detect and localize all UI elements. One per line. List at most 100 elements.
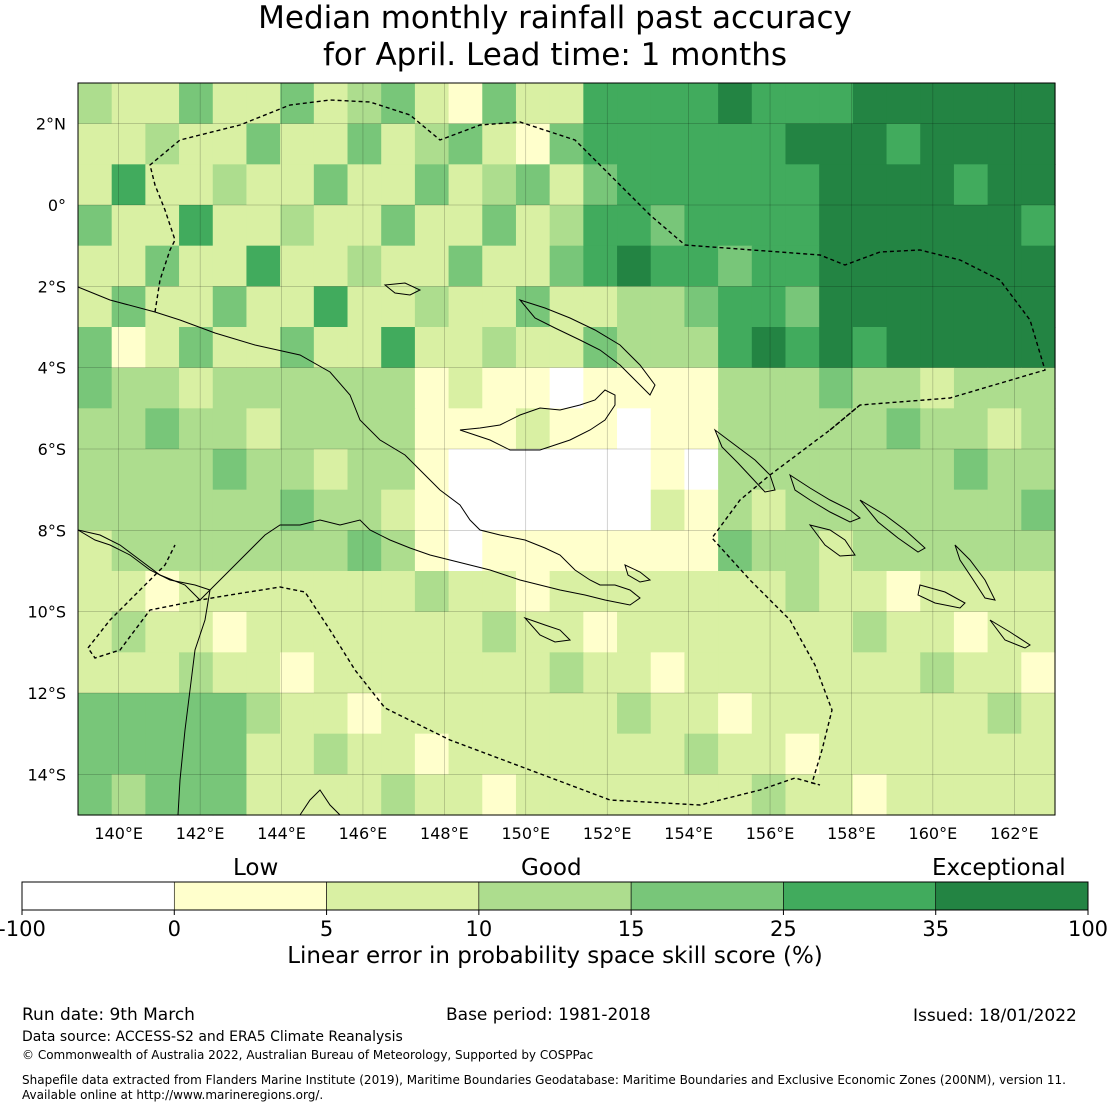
lat-tick-label: 10°S [27,603,66,622]
grid-cell [381,652,416,694]
grid-cell [819,245,854,287]
grid-cell [515,367,551,409]
grid-cell [549,774,584,816]
colorbar-bound-label: -100 [0,917,46,941]
colorbar-bound-label: 25 [770,917,797,941]
grid-cell [1021,327,1056,369]
grid-cell [381,245,416,287]
grid-cell [617,530,652,572]
grid-cell [751,367,787,409]
grid-cell [78,652,113,694]
grid-cell [987,408,1022,450]
grid-cell [583,286,618,328]
grid-cell [617,489,652,531]
grid-cell [515,408,551,450]
grid-cell [751,245,787,287]
grid-cell [78,733,113,775]
grid-cell [246,408,281,450]
grid-cell [280,489,315,531]
grid-cell [111,571,146,613]
grid-cell [515,733,551,775]
grid-cell [246,286,281,328]
grid-cell [381,489,416,531]
grid-cell [886,164,921,206]
grid-cell [515,245,551,287]
grid-cell [347,652,382,694]
grid-cell [313,123,349,165]
grid-cell [549,205,584,247]
grid-cell [819,733,854,775]
grid-cell [987,733,1022,775]
skill-score-grid [78,83,1056,816]
grid-cell [583,408,618,450]
grid-cell [179,164,214,206]
lon-tick-label: 156°E [746,824,795,843]
grid-cell [718,449,753,491]
colorbar-swatch [326,881,480,911]
grid-cell [920,327,955,369]
lon-tick-label: 150°E [501,824,550,843]
grid-cell [515,693,551,735]
grid-cell [111,652,146,694]
lon-tick-label: 144°E [257,824,306,843]
grid-cell [785,245,820,287]
grid-cell [852,611,888,653]
grid-cell [920,408,955,450]
title-line-2: for April. Lead time: 1 months [322,37,788,73]
grid-cell [145,489,180,531]
colorbar-swatch [630,881,784,911]
grid-cell [111,449,146,491]
grid-cell [650,611,686,653]
grid-cell [414,733,450,775]
grid-cell [819,367,854,409]
grid-cell [953,489,989,531]
colorbar-swatch [173,881,327,911]
grid-cell [448,367,483,409]
grid-cell [313,693,349,735]
grid-cell [583,205,618,247]
copyright: © Commonwealth of Australia 2022, Austra… [22,1048,594,1062]
grid-cell [920,652,955,694]
grid-cell [212,205,248,247]
colorbar-label: Linear error in probability space skill … [287,943,823,969]
lon-tick-label: 162°E [990,824,1039,843]
grid-cell [414,245,450,287]
grid-cell [718,489,753,531]
grid-cell [650,83,686,125]
grid-cell [280,530,315,572]
grid-cell [718,693,753,735]
grid-cell [246,652,281,694]
grid-cell [785,327,820,369]
grid-cell [987,489,1022,531]
grid-cell [819,205,854,247]
grid-cell [684,286,719,328]
colorbar-bound-label: 15 [618,917,645,941]
grid-cell [179,286,214,328]
grid-cell [920,367,955,409]
grid-cell [111,693,146,735]
grid-cell [583,449,618,491]
grid-cell [280,774,315,816]
grid-cell [751,83,787,125]
grid-cell [617,611,652,653]
grid-cell [987,530,1022,572]
grid-cell [347,164,382,206]
grid-cell [886,652,921,694]
grid-cell [751,123,787,165]
colorbar-swatch [478,881,632,911]
grid-cell [886,205,921,247]
grid-cell [179,205,214,247]
grid-cell [920,205,955,247]
colorbar-frame [21,881,1089,911]
grid-cell [987,449,1022,491]
grid-cell [246,327,281,369]
grid-cell [280,571,315,613]
grid-cell [684,652,719,694]
grid-cell [179,245,214,287]
coastline-new-ireland [518,299,656,396]
grid-cell [482,205,517,247]
grid-cell [886,286,921,328]
grid-cell [819,449,854,491]
issued-date: Issued: 18/01/2022 [913,1006,1077,1026]
